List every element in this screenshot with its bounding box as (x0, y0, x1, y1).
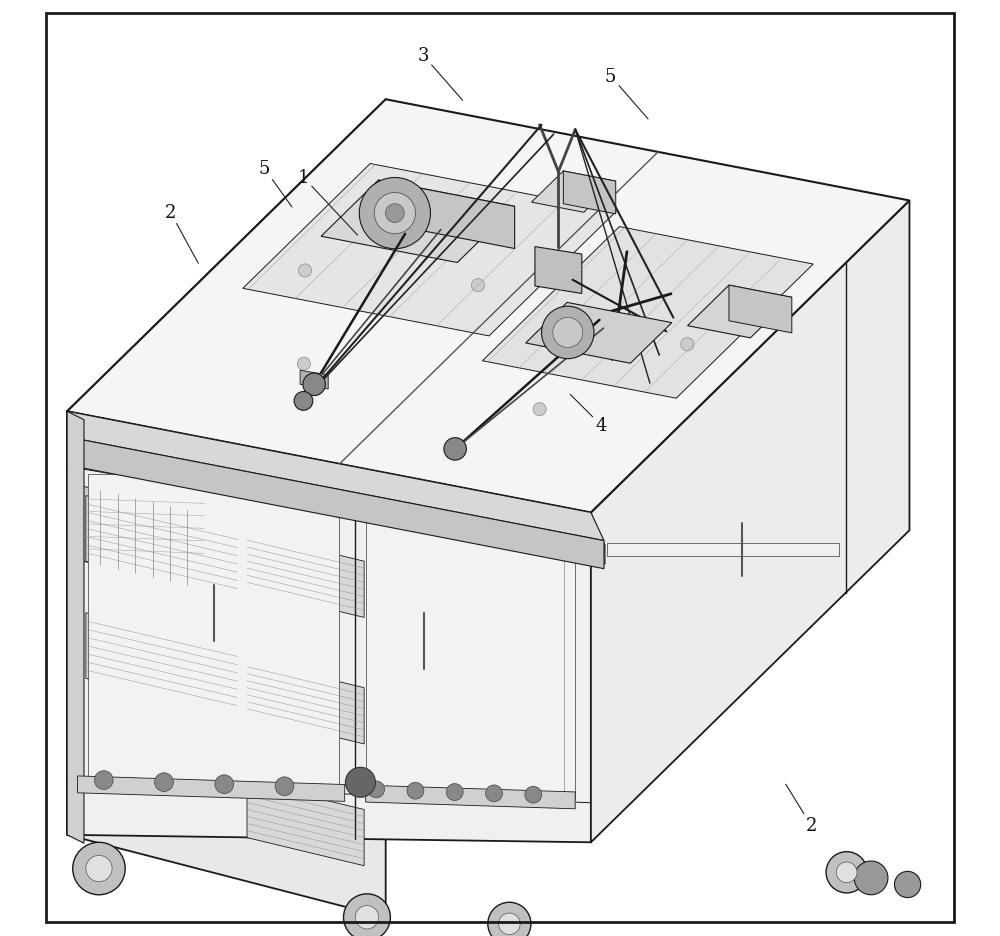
Polygon shape (88, 475, 339, 790)
Circle shape (297, 358, 310, 371)
Polygon shape (526, 303, 672, 364)
Circle shape (355, 906, 379, 929)
Polygon shape (67, 412, 604, 541)
Text: 3: 3 (417, 47, 463, 101)
Polygon shape (729, 285, 792, 333)
Polygon shape (688, 285, 792, 339)
Polygon shape (67, 412, 84, 843)
Text: 2: 2 (786, 784, 817, 835)
Polygon shape (366, 521, 575, 799)
Polygon shape (366, 785, 575, 809)
Text: 2: 2 (164, 203, 198, 264)
Polygon shape (243, 165, 616, 337)
Polygon shape (81, 445, 605, 564)
Circle shape (359, 178, 430, 249)
Circle shape (303, 373, 325, 396)
Circle shape (681, 339, 694, 352)
Circle shape (444, 438, 466, 461)
Circle shape (446, 783, 463, 800)
Circle shape (73, 842, 125, 895)
Polygon shape (86, 496, 238, 597)
Circle shape (368, 781, 385, 797)
Circle shape (525, 786, 542, 803)
Circle shape (894, 871, 921, 898)
Polygon shape (86, 613, 238, 714)
Polygon shape (607, 544, 839, 556)
Circle shape (155, 773, 173, 792)
Polygon shape (531, 172, 616, 213)
Circle shape (471, 279, 485, 292)
Circle shape (542, 307, 594, 359)
Polygon shape (300, 371, 328, 389)
Polygon shape (378, 181, 515, 249)
Text: 5: 5 (258, 159, 292, 208)
Polygon shape (247, 660, 364, 744)
Circle shape (344, 894, 390, 936)
Polygon shape (591, 201, 909, 842)
Circle shape (294, 392, 313, 411)
Polygon shape (67, 412, 605, 546)
Polygon shape (482, 227, 813, 399)
Circle shape (385, 205, 404, 223)
Circle shape (86, 856, 112, 882)
Circle shape (94, 771, 113, 790)
Polygon shape (67, 412, 591, 842)
Polygon shape (67, 100, 909, 513)
Polygon shape (67, 100, 386, 917)
Text: 5: 5 (605, 67, 648, 120)
Circle shape (533, 403, 546, 417)
Circle shape (345, 768, 375, 797)
Circle shape (826, 852, 867, 893)
Polygon shape (535, 247, 582, 294)
Polygon shape (83, 487, 205, 590)
Text: 1: 1 (297, 168, 358, 236)
Polygon shape (563, 172, 616, 214)
Circle shape (298, 265, 312, 278)
Polygon shape (80, 440, 604, 569)
Circle shape (854, 861, 888, 895)
Text: 4: 4 (570, 395, 607, 435)
Circle shape (486, 785, 502, 802)
Polygon shape (321, 181, 515, 263)
Circle shape (407, 782, 424, 799)
Circle shape (488, 902, 531, 936)
Circle shape (215, 775, 234, 794)
Polygon shape (247, 782, 364, 866)
Polygon shape (247, 534, 364, 618)
Circle shape (374, 193, 415, 235)
Circle shape (499, 914, 520, 934)
Circle shape (553, 318, 583, 348)
Polygon shape (78, 776, 345, 801)
Circle shape (836, 862, 857, 883)
Circle shape (275, 777, 294, 796)
